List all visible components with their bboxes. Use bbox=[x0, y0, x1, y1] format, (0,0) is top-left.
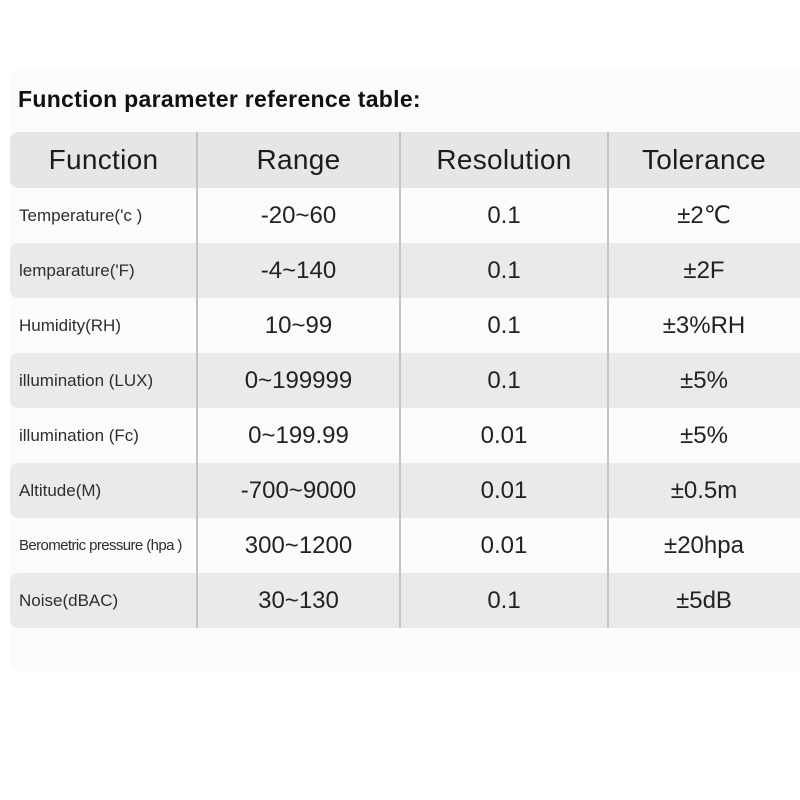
table-body: Temperature('c ) -20~60 0.1 ±2℃ lemparat… bbox=[10, 188, 800, 628]
resolution-cell: 0.1 bbox=[487, 586, 521, 614]
range-cell: 300~1200 bbox=[244, 531, 353, 559]
column-separator bbox=[607, 132, 609, 628]
function-cell: illumination (Fc) bbox=[19, 425, 139, 445]
tolerance-cell: ±5dB bbox=[676, 586, 732, 614]
page-title: Function parameter reference table: bbox=[18, 86, 421, 112]
resolution-cell: 0.1 bbox=[487, 256, 521, 284]
spec-card: Function parameter reference table: Func… bbox=[10, 70, 800, 672]
column-header-function: Function bbox=[48, 144, 159, 175]
table-header-row: Function Range Resolution Tolerance bbox=[10, 132, 800, 188]
function-cell: Berometric pressure (hpa ) bbox=[19, 537, 182, 554]
table-row: Temperature('c ) -20~60 0.1 ±2℃ bbox=[10, 188, 800, 243]
column-header-resolution: Resolution bbox=[436, 144, 572, 175]
resolution-cell: 0.1 bbox=[487, 201, 521, 229]
range-cell: -4~140 bbox=[260, 256, 337, 284]
tolerance-cell: ±20hpa bbox=[664, 531, 744, 559]
range-cell: -20~60 bbox=[260, 201, 337, 229]
range-cell: 0~199999 bbox=[244, 366, 353, 394]
column-separator bbox=[399, 132, 401, 628]
function-cell: lemparature('F) bbox=[19, 260, 135, 280]
tolerance-cell: ±2F bbox=[683, 256, 725, 284]
function-cell: Altitude(M) bbox=[19, 480, 102, 500]
resolution-cell: 0.1 bbox=[487, 311, 521, 339]
tolerance-cell: ±2℃ bbox=[677, 202, 731, 229]
table-row: lemparature('F) -4~140 0.1 ±2F bbox=[10, 243, 800, 298]
range-cell: 0~199.99 bbox=[248, 421, 349, 449]
parameter-table: Function Range Resolution Tolerance Temp… bbox=[10, 132, 800, 628]
range-cell: 10~99 bbox=[264, 311, 333, 339]
column-header-tolerance: Tolerance bbox=[641, 144, 767, 175]
function-cell: Noise(dBAC) bbox=[19, 590, 119, 610]
resolution-cell: 0.01 bbox=[480, 531, 528, 559]
tolerance-cell: ±3%RH bbox=[662, 311, 746, 339]
table-row: illumination (Fc) 0~199.99 0.01 ±5% bbox=[10, 408, 800, 463]
table-row: Humidity(RH) 10~99 0.1 ±3%RH bbox=[10, 298, 800, 353]
range-cell: 30~130 bbox=[258, 586, 339, 614]
tolerance-cell: ±5% bbox=[680, 421, 728, 449]
function-cell: Humidity(RH) bbox=[19, 315, 121, 335]
range-cell: -700~9000 bbox=[240, 476, 357, 504]
function-cell: Temperature('c ) bbox=[19, 205, 143, 225]
column-separator bbox=[196, 132, 198, 628]
resolution-cell: 0.01 bbox=[480, 421, 528, 449]
table-row: Noise(dBAC) 30~130 0.1 ±5dB bbox=[10, 573, 800, 628]
table-row: illumination (LUX) 0~199999 0.1 ±5% bbox=[10, 353, 800, 408]
tolerance-cell: ±0.5m bbox=[670, 476, 738, 504]
table-row: Altitude(M) -700~9000 0.01 ±0.5m bbox=[10, 463, 800, 518]
function-cell: illumination (LUX) bbox=[19, 370, 154, 390]
resolution-cell: 0.01 bbox=[480, 476, 528, 504]
table-row: Berometric pressure (hpa ) 300~1200 0.01… bbox=[10, 518, 800, 573]
tolerance-cell: ±5% bbox=[680, 366, 728, 394]
resolution-cell: 0.1 bbox=[487, 366, 521, 394]
column-header-range: Range bbox=[256, 144, 341, 175]
